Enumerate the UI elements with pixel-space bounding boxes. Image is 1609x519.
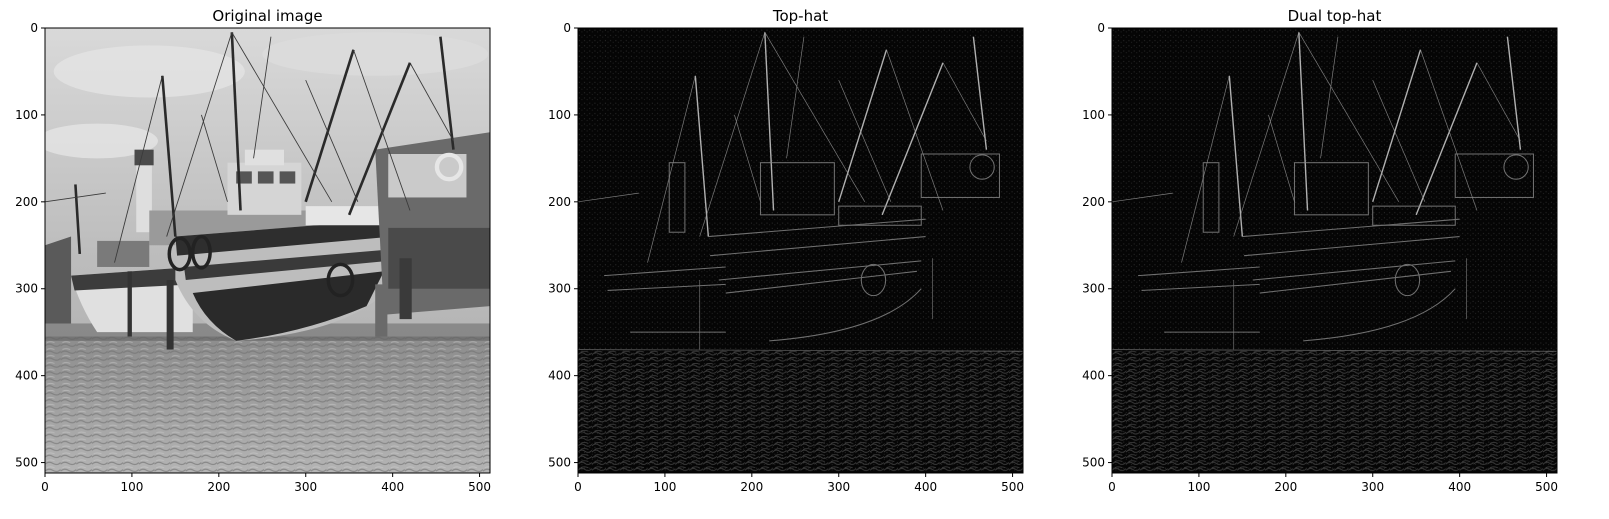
y-tick-label: 0 bbox=[1097, 21, 1105, 35]
x-tick-label: 500 bbox=[1001, 480, 1024, 494]
y-tick-label: 0 bbox=[563, 21, 571, 35]
image-top-hat bbox=[578, 28, 1023, 473]
y-tick-label: 100 bbox=[1082, 108, 1105, 122]
x-tick-label: 100 bbox=[120, 480, 143, 494]
x-tick-label: 300 bbox=[1361, 480, 1384, 494]
panel-title: Top-hat bbox=[772, 7, 828, 25]
x-tick-label: 400 bbox=[381, 480, 404, 494]
y-tick-label: 300 bbox=[548, 282, 571, 296]
panel-original-image: Original image 0 100 200 300 400 500010020030… bbox=[15, 7, 491, 494]
x-tick-label: 100 bbox=[653, 480, 676, 494]
y-tick-label: 400 bbox=[1082, 369, 1105, 383]
x-tick-label: 500 bbox=[1535, 480, 1558, 494]
axes-frame bbox=[1111, 27, 1558, 474]
image-dual-top-hat bbox=[1112, 28, 1557, 473]
panel-title: Original image bbox=[212, 7, 322, 25]
x-tick-label: 300 bbox=[294, 480, 317, 494]
y-tick-label: 200 bbox=[15, 195, 38, 209]
y-tick-label: 200 bbox=[548, 195, 571, 209]
panel-dual-top-hat: Dual top-hat 0 100 200 300 400 50001002003004… bbox=[1082, 7, 1558, 494]
axes-frame bbox=[577, 27, 1024, 474]
y-tick-label: 0 bbox=[30, 21, 38, 35]
y-tick-label: 400 bbox=[15, 369, 38, 383]
x-tick-label: 300 bbox=[827, 480, 850, 494]
y-tick-label: 500 bbox=[548, 456, 571, 470]
x-tick-label: 0 bbox=[574, 480, 582, 494]
x-tick-label: 400 bbox=[914, 480, 937, 494]
x-tick-label: 400 bbox=[1448, 480, 1471, 494]
x-tick-label: 0 bbox=[41, 480, 49, 494]
image-original bbox=[36, 28, 490, 473]
x-tick-label: 100 bbox=[1187, 480, 1210, 494]
y-tick-label: 100 bbox=[15, 108, 38, 122]
y-tick-label: 500 bbox=[15, 456, 38, 470]
x-tick-label: 200 bbox=[1274, 480, 1297, 494]
y-tick-label: 200 bbox=[1082, 195, 1105, 209]
x-tick-label: 500 bbox=[468, 480, 491, 494]
y-tick-label: 300 bbox=[15, 282, 38, 296]
axes-frame bbox=[44, 27, 491, 474]
panel-title: Dual top-hat bbox=[1288, 7, 1382, 25]
x-tick-label: 0 bbox=[1108, 480, 1116, 494]
y-tick-label: 500 bbox=[1082, 456, 1105, 470]
x-tick-label: 200 bbox=[207, 480, 230, 494]
x-tick-label: 200 bbox=[740, 480, 763, 494]
y-tick-label: 300 bbox=[1082, 282, 1105, 296]
y-tick-label: 100 bbox=[548, 108, 571, 122]
y-tick-label: 400 bbox=[548, 369, 571, 383]
